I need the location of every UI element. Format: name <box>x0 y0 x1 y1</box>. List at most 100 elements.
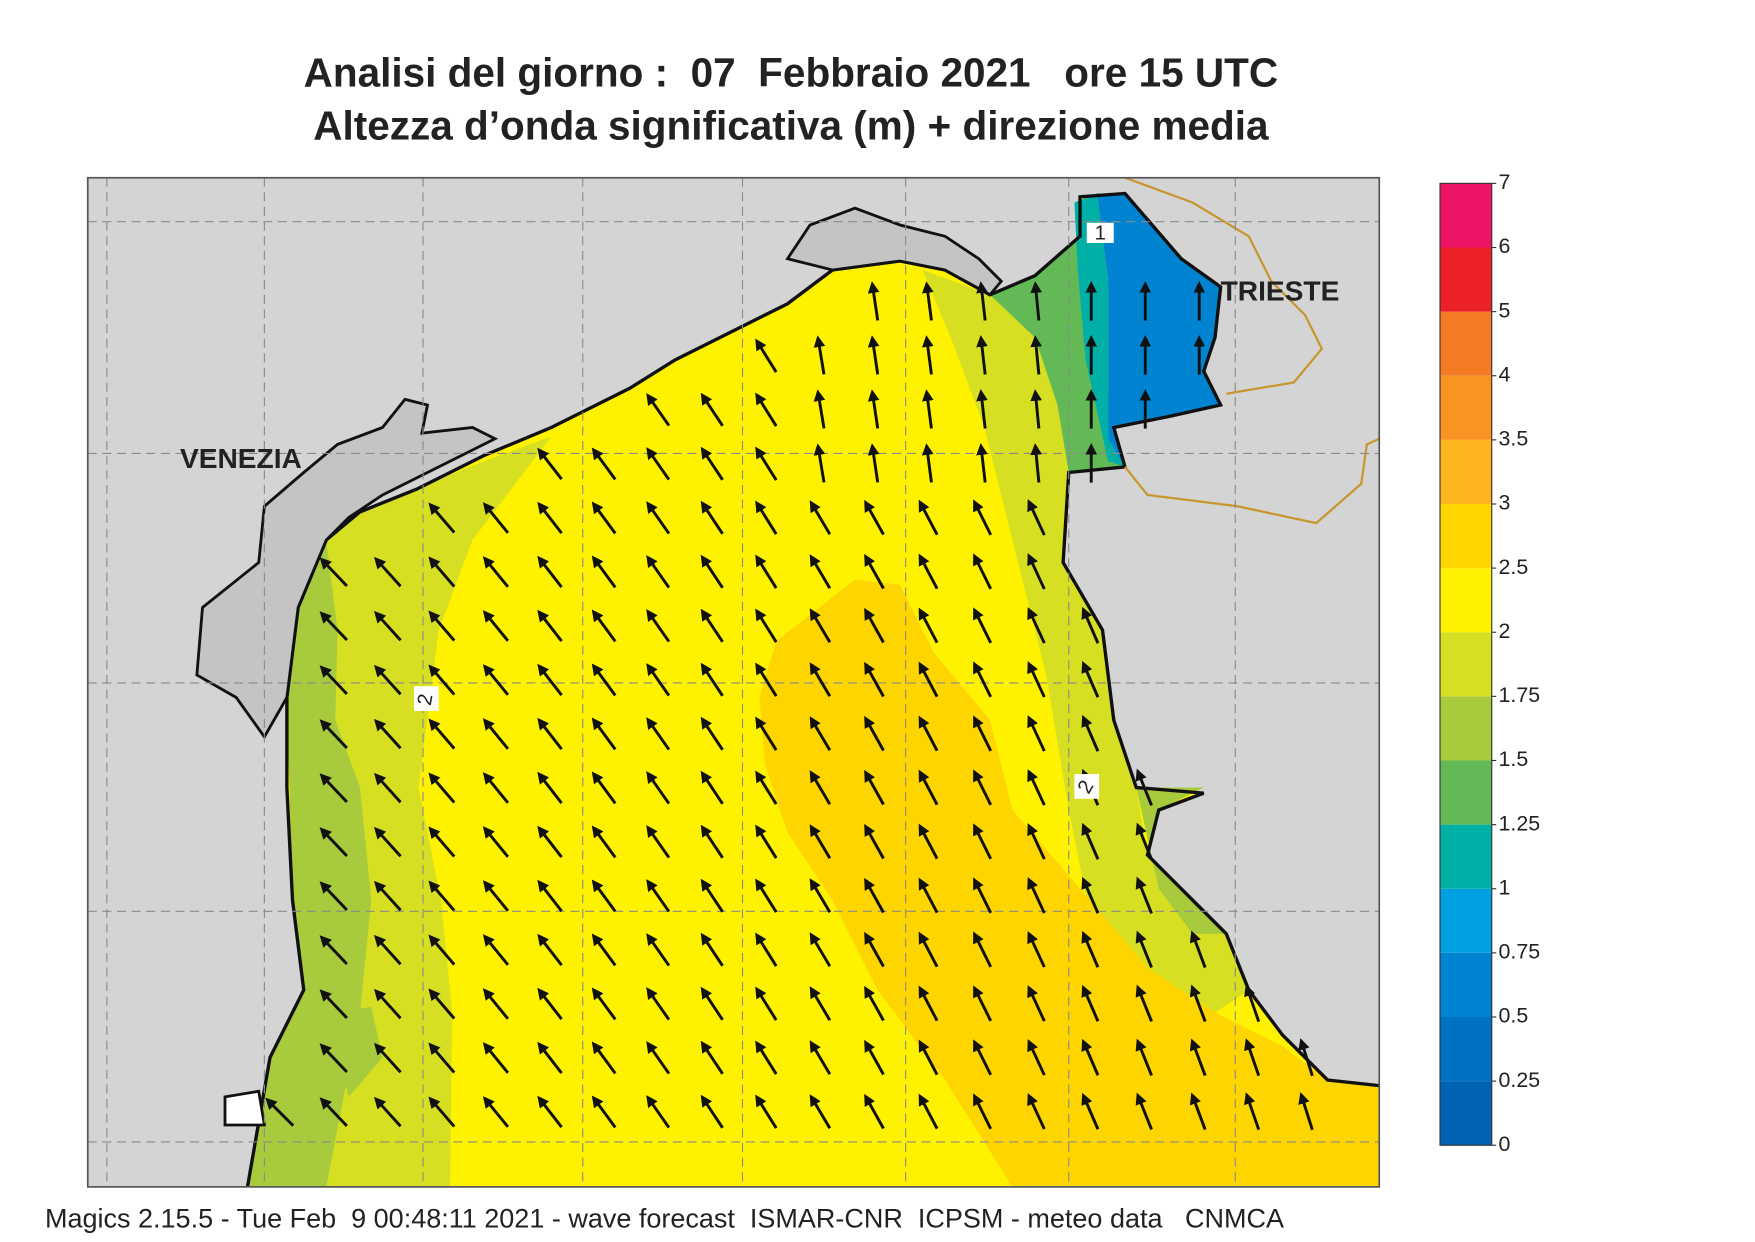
arrow <box>374 880 402 912</box>
arrow <box>755 554 778 589</box>
arrow <box>319 773 348 803</box>
arrow <box>864 985 885 1022</box>
arrow <box>646 717 671 751</box>
arrow <box>700 392 724 427</box>
arrow <box>1135 876 1153 914</box>
arrow <box>1135 1038 1153 1076</box>
arrow <box>1027 1093 1046 1130</box>
arrow <box>1030 335 1043 375</box>
arrow <box>646 609 671 643</box>
arrow <box>428 502 456 534</box>
arrow <box>1027 553 1046 590</box>
arrow <box>319 1097 348 1127</box>
colorbar-label: 3.5 <box>1499 427 1529 451</box>
arrow <box>700 770 724 805</box>
arrow <box>537 771 563 804</box>
colorbar-band <box>1440 568 1492 633</box>
wave-zone <box>337 1006 383 1097</box>
arrow <box>918 1039 939 1076</box>
arrow <box>922 335 934 375</box>
arrow <box>646 825 671 859</box>
arrow <box>700 1094 724 1129</box>
arrow <box>755 716 778 751</box>
arrow <box>867 281 880 321</box>
arrow <box>428 880 456 912</box>
arrow <box>591 1041 617 1075</box>
arrow <box>1244 1092 1261 1131</box>
arrow <box>973 823 993 860</box>
arrow <box>646 879 671 913</box>
arrow <box>319 665 348 695</box>
arrow <box>976 443 988 483</box>
arrow <box>755 824 778 859</box>
lagoon <box>223 1089 267 1127</box>
arrow <box>1030 281 1043 321</box>
arrow <box>700 824 724 859</box>
arrow <box>700 878 724 913</box>
arrow <box>809 716 832 752</box>
colorbar-band <box>1440 247 1492 312</box>
arrow <box>809 1094 832 1130</box>
colorbar-label: 1.75 <box>1499 683 1541 707</box>
arrow <box>591 879 617 913</box>
arrow <box>1027 661 1046 698</box>
arrow <box>918 499 939 536</box>
arrow <box>537 1095 563 1128</box>
arrow <box>973 1039 993 1076</box>
arrow <box>482 556 510 588</box>
arrow <box>591 501 617 535</box>
arrow <box>1027 715 1046 752</box>
arrow <box>537 447 563 480</box>
arrow <box>973 715 993 752</box>
colorbar-label: 0.75 <box>1499 940 1541 964</box>
title-line: Analisi del giorno : 07 Febbraio 2021 or… <box>304 50 1279 96</box>
arrow <box>864 823 885 860</box>
arrow <box>700 446 724 481</box>
arrow <box>1027 985 1046 1022</box>
arrow <box>700 662 724 697</box>
arrow <box>265 1097 295 1127</box>
arrow <box>537 933 563 966</box>
arrow <box>813 443 826 483</box>
colorbar-label: 0.5 <box>1499 1004 1529 1028</box>
arrow <box>646 1095 671 1129</box>
lagoon <box>785 206 1004 297</box>
arrow <box>922 389 934 429</box>
arrow <box>1030 443 1043 483</box>
arrow <box>482 826 510 858</box>
arrow <box>864 1039 885 1076</box>
contour-label: 2 <box>414 692 438 707</box>
arrow <box>918 553 939 590</box>
arrow <box>537 879 563 912</box>
arrow <box>374 718 402 750</box>
arrow <box>646 771 671 805</box>
arrow <box>918 985 939 1022</box>
arrow <box>319 719 348 749</box>
arrow <box>482 610 510 642</box>
contour-label-box <box>1074 774 1100 799</box>
arrow <box>591 771 617 805</box>
arrow <box>809 1040 832 1076</box>
arrow <box>646 663 671 697</box>
arrow <box>374 1096 402 1128</box>
colorbar-band <box>1440 504 1492 569</box>
arrow <box>537 987 563 1020</box>
direction-arrows <box>265 281 1314 1131</box>
arrow <box>482 880 510 912</box>
colorbar-label: 2.5 <box>1499 555 1529 579</box>
arrow <box>700 932 724 967</box>
arrow <box>428 1042 456 1074</box>
arrow <box>918 715 939 752</box>
arrow <box>1081 714 1100 752</box>
arrow <box>428 610 456 642</box>
arrow <box>591 717 617 751</box>
arrow <box>1298 1038 1314 1077</box>
arrow <box>646 447 671 481</box>
place-label: TRIESTE <box>1221 275 1340 306</box>
arrow <box>755 878 778 913</box>
arrow <box>755 500 778 535</box>
arrow <box>537 609 563 642</box>
arrow <box>918 877 939 914</box>
arrow <box>1244 984 1261 1023</box>
